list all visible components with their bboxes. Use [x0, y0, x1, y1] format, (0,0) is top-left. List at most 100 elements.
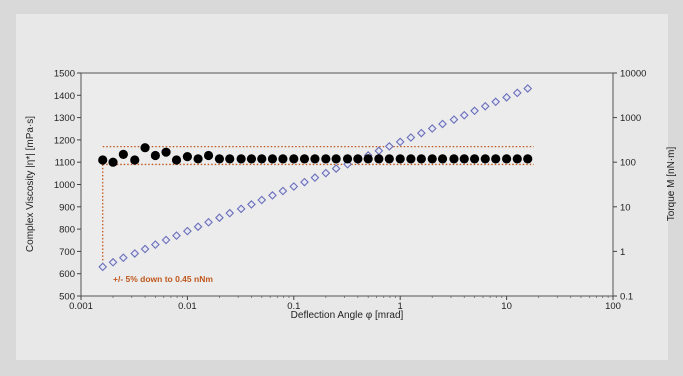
viscosity-point	[299, 154, 310, 164]
torque-point	[215, 213, 224, 223]
torque-point	[225, 208, 235, 218]
viscosity-point	[502, 154, 512, 164]
torque-point	[161, 235, 171, 245]
y-left-tick-label: 500	[59, 292, 75, 303]
viscosity-point	[310, 154, 320, 164]
viscosity-point	[289, 154, 299, 164]
torque-point	[449, 115, 459, 125]
x-tick-label: 0.001	[69, 301, 93, 312]
torque-point	[523, 84, 533, 93]
y-left-tick-label: 1500	[54, 69, 75, 80]
y-left-tick-label: 800	[59, 225, 75, 236]
torque-point	[247, 200, 256, 209]
viscosity-point	[150, 150, 160, 161]
viscosity-point	[214, 154, 225, 164]
y-left-tick-label: 1200	[54, 135, 75, 146]
torque-point	[289, 182, 299, 191]
torque-point	[130, 249, 140, 258]
torque-point	[193, 222, 203, 232]
viscosity-point	[257, 154, 267, 164]
torque-point	[150, 240, 160, 249]
torque-point	[480, 101, 490, 111]
y-left-tick-label: 900	[59, 202, 75, 213]
y-left-tick-label: 700	[59, 247, 75, 258]
viscosity-point	[384, 154, 394, 164]
y-right-tick-label: 10000	[620, 69, 646, 80]
viscosity-point	[353, 154, 363, 164]
viscosity-point	[480, 154, 490, 164]
torque-point	[470, 106, 479, 116]
torque-point	[140, 244, 150, 254]
viscosity-point	[118, 149, 128, 159]
torque-point	[108, 257, 118, 267]
viscosity-point	[342, 154, 353, 164]
viscosity-point	[140, 143, 150, 153]
y-axis-left-label: Complex Viscosity |η*| [mPa·s]	[25, 116, 36, 252]
y-right-tick-label: 10	[620, 202, 631, 213]
viscosity-point	[363, 154, 373, 164]
viscosity-point	[437, 154, 448, 164]
viscosity-point	[236, 154, 246, 164]
y-left-tick-label: 1400	[54, 91, 75, 102]
torque-point	[278, 186, 288, 196]
viscosity-point	[523, 154, 533, 164]
tolerance-annotation: +/- 5% down to 0.45 nNm	[113, 274, 213, 284]
torque-point	[310, 173, 320, 183]
y-left-tick-label: 600	[59, 269, 75, 280]
viscosity-point	[395, 154, 405, 164]
viscosity-point	[449, 154, 459, 164]
plot-area	[80, 72, 614, 297]
x-tick-label: 100	[605, 301, 621, 312]
viscosity-point	[130, 155, 140, 165]
y-right-tick-label: 100	[620, 158, 636, 169]
y-left-tick-label: 1100	[55, 158, 75, 169]
viscosity-point	[108, 157, 118, 167]
y-right-tick-label: 1	[620, 247, 625, 258]
x-tick-label: 0.1	[287, 301, 300, 312]
viscosity-point	[267, 154, 278, 164]
y-left-tick-label: 1000	[54, 180, 75, 191]
torque-point	[416, 128, 426, 138]
viscosity-point	[182, 152, 192, 162]
y-right-tick-label: 1000	[620, 113, 641, 124]
torque-point	[118, 253, 128, 263]
viscosity-point	[278, 154, 288, 164]
x-axis-label: Deflection Angle φ [mrad]	[291, 310, 404, 321]
y-right-tick-label: 0.1	[620, 292, 633, 303]
viscosity-point	[427, 154, 437, 164]
viscosity-point	[203, 150, 214, 161]
torque-point	[384, 142, 394, 151]
viscosity-point	[459, 154, 469, 164]
viscosity-point	[225, 154, 235, 164]
viscosity-point	[491, 154, 501, 164]
viscosity-point	[98, 155, 108, 165]
torque-point	[331, 164, 341, 173]
viscosity-point	[193, 154, 203, 164]
viscosity-point	[512, 154, 522, 164]
torque-point	[406, 133, 416, 142]
torque-point	[491, 97, 501, 107]
torque-point	[321, 168, 331, 178]
torque-point	[395, 137, 405, 147]
viscosity-point	[406, 154, 416, 164]
torque-point	[172, 231, 181, 240]
torque-point	[438, 119, 447, 129]
torque-point	[268, 191, 277, 200]
viscosity-point	[171, 155, 182, 165]
viscosity-point	[416, 154, 426, 164]
torque-point	[257, 195, 267, 205]
y-left-tick-label: 1300	[54, 113, 75, 124]
torque-point	[427, 124, 437, 133]
torque-point	[300, 177, 309, 187]
torque-point	[459, 110, 469, 120]
viscosity-point	[246, 154, 257, 164]
torque-point	[512, 88, 522, 98]
torque-point	[502, 92, 511, 102]
torque-point	[204, 217, 213, 227]
viscosity-point	[161, 147, 171, 157]
torque-point	[236, 204, 246, 214]
y-axis-right-label: Torque M [nN·m]	[666, 147, 677, 222]
viscosity-point	[469, 154, 480, 164]
viscosity-point	[331, 154, 341, 164]
